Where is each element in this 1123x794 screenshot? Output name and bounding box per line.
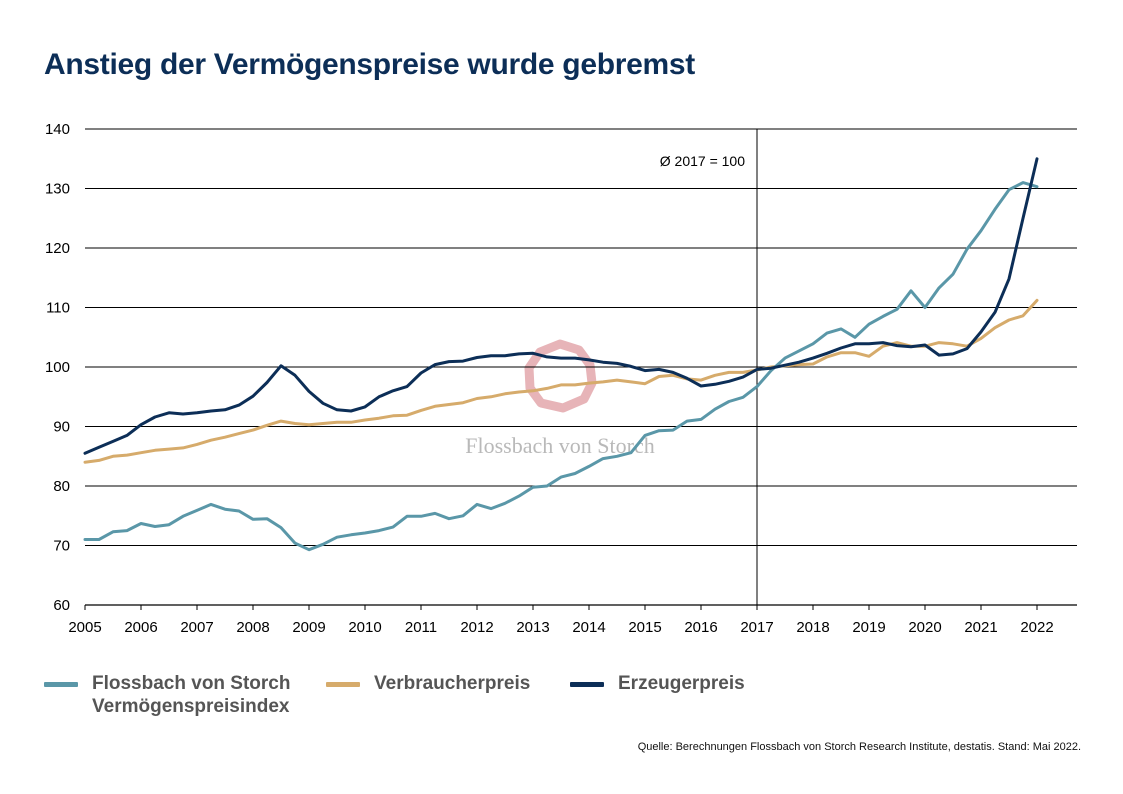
x-tick-label: 2019 [852, 619, 885, 636]
legend-swatch [326, 682, 360, 687]
x-tick-label: 2009 [292, 619, 325, 636]
x-tick-label: 2015 [628, 619, 661, 636]
legend-label: Flossbach von Storch Vermögenspreisindex [92, 673, 291, 717]
y-tick-label: 120 [45, 240, 70, 257]
legend-item-vermoegenspreisindex: Flossbach von Storch Vermögenspreisindex [44, 672, 332, 718]
legend-item-verbraucherpreis: Verbraucherpreis [326, 672, 614, 695]
x-axis: 2005 2006 2007 2008 2009 2010 2011 2012 2013 2014… [68, 604, 1077, 636]
legend: Flossbach von Storch Vermögenspreisindex… [44, 672, 1084, 732]
x-tick-label: 2007 [180, 619, 213, 636]
y-tick-label: 80 [53, 478, 70, 495]
legend-swatch [570, 682, 604, 687]
x-tick-label: 2006 [124, 619, 157, 636]
annotation-label: Ø 2017 = 100 [660, 153, 745, 169]
y-tick-label: 70 [53, 538, 70, 555]
y-tick-label: 90 [53, 419, 70, 436]
series-line-2 [83, 157, 1039, 455]
legend-label: Erzeugerpreis [618, 673, 745, 694]
y-axis: 60 70 80 90 100 110 120 130 140 [45, 121, 70, 614]
line-chart: Flossbach von Storch Ø 2017 = 100 2005 20… [45, 121, 1077, 636]
y-tick-label: 100 [45, 359, 70, 376]
watermark: Flossbach von Storch [465, 339, 655, 458]
source-note: Quelle: Berechnungen Flossbach von Storc… [637, 741, 1081, 753]
legend-label: Verbraucherpreis [374, 673, 531, 694]
series-lines [83, 157, 1039, 552]
x-tick-label: 2021 [964, 619, 997, 636]
x-tick-label: 2018 [796, 619, 829, 636]
x-tick-label: 2016 [684, 619, 717, 636]
x-tick-label: 2022 [1020, 619, 1053, 636]
chart-title: Anstieg der Vermögenspreise wurde gebrem… [44, 48, 695, 81]
x-tick-label: 2011 [405, 619, 437, 636]
x-tick-label: 2012 [460, 619, 493, 636]
x-tick-label: 2010 [348, 619, 381, 636]
legend-swatch [44, 682, 78, 687]
x-tick-label: 2008 [236, 619, 269, 636]
x-tick-label: 2005 [68, 619, 101, 636]
y-tick-label: 130 [45, 181, 70, 198]
y-tick-label: 140 [45, 121, 70, 138]
x-tick-label: 2017 [740, 619, 773, 636]
series-line-1 [83, 298, 1039, 464]
annotation-group: Ø 2017 = 100 [660, 129, 758, 605]
y-tick-label: 60 [53, 597, 70, 614]
x-tick-label: 2020 [908, 619, 941, 636]
x-tick-label: 2013 [516, 619, 549, 636]
series-line-0 [83, 181, 1039, 552]
gridlines [85, 128, 1077, 546]
x-tick-label: 2014 [572, 619, 605, 636]
y-tick-label: 110 [46, 300, 70, 317]
legend-item-erzeugerpreis: Erzeugerpreis [570, 672, 858, 695]
